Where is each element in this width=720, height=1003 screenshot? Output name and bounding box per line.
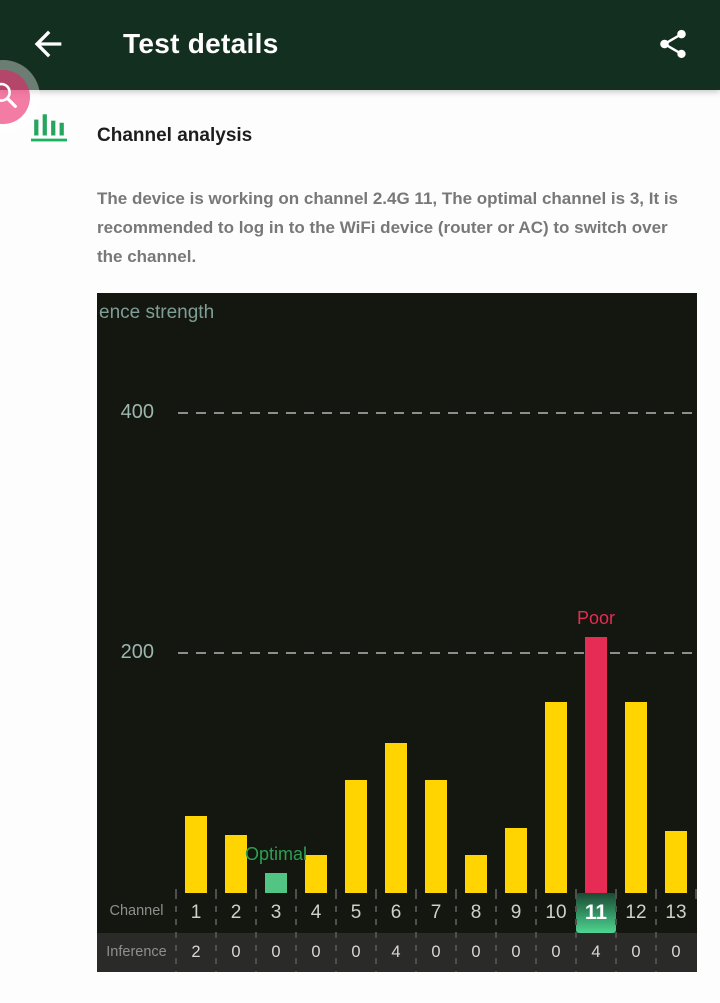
bar-channel-7 <box>425 780 447 893</box>
inference-cell: 0 <box>511 943 521 961</box>
channel-cell: 9 <box>510 902 522 923</box>
y-axis-tick-label: 400 <box>120 401 154 423</box>
gridline-200 <box>178 652 695 654</box>
optimal-label: Optimal <box>244 844 308 864</box>
bar-channel-3 <box>265 873 287 893</box>
y-axis-tick-label: 200 <box>120 641 154 663</box>
app-bar: Test details <box>0 0 720 90</box>
bar-channel-13 <box>665 831 687 893</box>
inference-row-label: Inference <box>106 944 167 960</box>
bar-channel-4 <box>305 855 327 893</box>
column-separator <box>575 893 577 972</box>
inference-cell: 0 <box>311 943 321 961</box>
channel-cell: 13 <box>665 902 687 923</box>
x-axis-tick <box>375 889 377 899</box>
bar-channel-10 <box>545 702 567 893</box>
arrow-back-icon <box>34 30 62 58</box>
inference-cell: 0 <box>471 943 481 961</box>
column-separator <box>535 893 537 972</box>
channel-cell: 8 <box>470 902 482 923</box>
bar-channel-8 <box>465 855 487 893</box>
channel-row-label: Channel <box>109 903 164 919</box>
back-button[interactable] <box>28 24 68 64</box>
column-separator <box>335 893 337 972</box>
channel-cell: 4 <box>310 902 322 923</box>
x-axis-tick <box>335 889 337 899</box>
inference-cell: 0 <box>671 943 681 961</box>
bar-channel-12 <box>625 702 647 893</box>
bar-channel-5 <box>345 780 367 893</box>
page-title: Test details <box>123 28 279 59</box>
x-axis-tick <box>415 889 417 899</box>
column-separator <box>615 893 617 972</box>
share-icon <box>660 29 686 59</box>
search-icon <box>0 82 17 108</box>
inference-cell: 0 <box>231 943 241 961</box>
bar-channel-11 <box>585 637 607 893</box>
channel-analysis-chart: ence strength Channel 1 2 3 4 5 6 7 8 9 10 11 12 13 … <box>97 293 697 972</box>
channel-cell: 5 <box>350 902 362 923</box>
x-axis-tick <box>695 889 697 899</box>
inference-cell: 4 <box>591 943 601 961</box>
x-axis-tick <box>575 889 577 899</box>
inference-cell: 0 <box>351 943 361 961</box>
channel-cell: 10 <box>545 902 567 923</box>
channel-cell: 12 <box>625 902 647 923</box>
inference-cell: 0 <box>551 943 561 961</box>
bar-channel-1 <box>185 816 207 893</box>
column-separator <box>655 893 657 972</box>
column-separator <box>495 893 497 972</box>
bar-channel-2 <box>225 835 247 893</box>
gridline-400 <box>178 412 695 414</box>
channel-cell: 7 <box>430 902 442 923</box>
bar-channel-9 <box>505 828 527 893</box>
column-separator <box>295 893 297 972</box>
x-axis-tick <box>175 889 177 899</box>
x-axis-tick <box>255 889 257 899</box>
column-separator <box>215 893 217 972</box>
poor-label: Poor <box>576 608 616 628</box>
share-button[interactable] <box>656 27 690 61</box>
inference-cell: 4 <box>391 943 401 961</box>
inference-cell: 0 <box>631 943 641 961</box>
channel-cell: 3 <box>270 902 282 923</box>
inference-cell: 0 <box>431 943 441 961</box>
channel-cell-selected: 11 <box>576 893 616 933</box>
x-axis-tick <box>295 889 297 899</box>
bar-channel-6 <box>385 743 407 893</box>
bar-chart-icon <box>31 114 67 142</box>
column-separator <box>175 893 177 972</box>
channel-analysis-description: The device is working on channel 2.4G 11… <box>97 189 679 266</box>
x-axis-tick <box>215 889 217 899</box>
section-heading: Channel analysis <box>97 125 253 146</box>
column-separator <box>255 893 257 972</box>
inference-cell: 0 <box>271 943 281 961</box>
x-axis-tick <box>495 889 497 899</box>
chart-title: ence strength <box>99 302 215 323</box>
column-separator <box>415 893 417 972</box>
column-separator <box>455 893 457 972</box>
channel-cell: 1 <box>190 902 202 923</box>
x-axis-tick <box>455 889 457 899</box>
column-separator <box>375 893 377 972</box>
channel-row: Channel 1 2 3 4 5 6 7 8 9 10 11 12 13 <box>97 893 697 933</box>
x-axis-tick <box>615 889 617 899</box>
x-axis-tick <box>535 889 537 899</box>
channel-cell: 2 <box>230 902 242 923</box>
inference-cell: 2 <box>191 943 201 961</box>
x-axis-tick <box>655 889 657 899</box>
inference-row: Inference 2 0 0 0 0 4 0 0 0 0 4 0 0 <box>97 933 697 972</box>
channel-cell: 6 <box>390 902 402 923</box>
